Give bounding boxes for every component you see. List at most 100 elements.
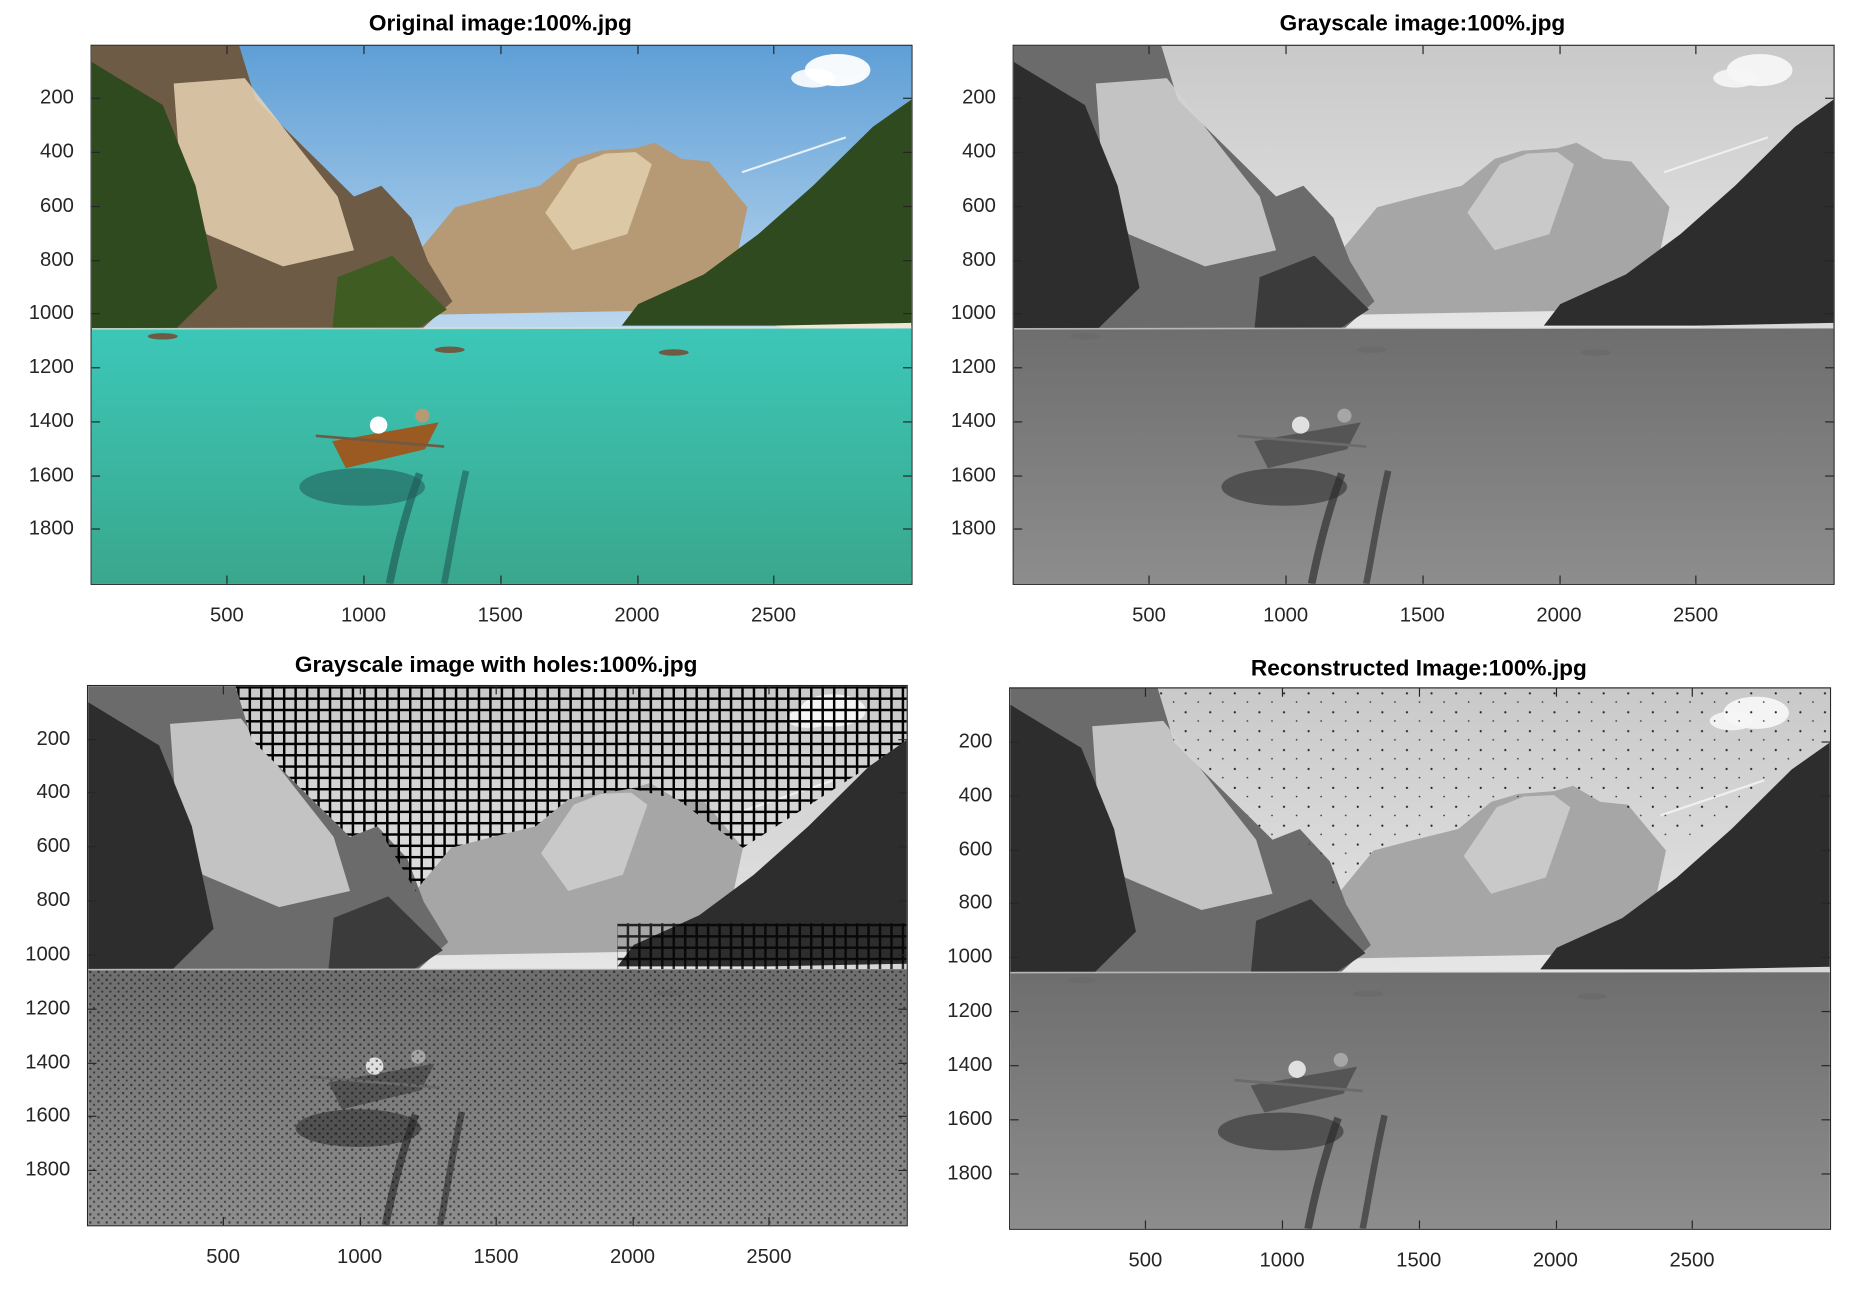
x-tick-mark	[1695, 45, 1697, 55]
x-tick-label: 2500	[746, 1245, 792, 1268]
subplot-original: Original image:100%.jpg 500 1000 1500 2000 2…	[0, 0, 934, 647]
x-tick-mark	[773, 575, 775, 584]
subplot-grayscale: Grayscale image:100%.jpg 500 1000 1500 2000…	[0, 0, 1868, 647]
x-tick-mark	[773, 45, 775, 55]
x-tick-mark	[223, 1216, 225, 1226]
y-tick-mark	[1013, 98, 1023, 100]
y-tick-mark	[88, 1062, 97, 1064]
waterline	[91, 326, 912, 330]
y-tick-mark	[88, 1008, 97, 1010]
wake-trail	[1363, 470, 1392, 584]
x-tick-label: 1500	[1396, 1248, 1442, 1272]
x-tick-mark	[1692, 688, 1694, 697]
y-tick-mark	[1821, 795, 1830, 797]
y-tick-mark	[1825, 259, 1834, 261]
y-tick-label: 200	[36, 726, 71, 750]
lake	[1013, 328, 1834, 584]
y-tick-label: 1400	[25, 1050, 71, 1073]
mountain-highlight	[541, 792, 648, 891]
y-tick-mark	[1013, 528, 1023, 530]
forest-left	[1013, 62, 1140, 331]
y-tick-label: 1600	[950, 463, 996, 486]
y-tick-mark	[88, 900, 97, 902]
y-tick-mark	[91, 98, 101, 100]
y-tick-mark	[898, 1116, 907, 1118]
y-tick-label: 1200	[950, 355, 996, 378]
y-tick-label: 200	[962, 86, 996, 109]
y-tick-mark	[1010, 1173, 1019, 1175]
y-tick-mark	[903, 474, 912, 477]
boat-shadow	[299, 468, 426, 506]
forest-left	[88, 702, 214, 972]
rower	[1288, 1060, 1306, 1078]
x-tick-mark	[226, 575, 229, 584]
x-tick-mark	[768, 686, 771, 695]
x-tick-mark	[1145, 1220, 1147, 1229]
y-tick-mark	[1010, 903, 1019, 905]
y-tick-label: 400	[958, 783, 993, 806]
x-tick-mark	[1422, 575, 1424, 584]
boat-shadow	[1221, 468, 1348, 506]
y-tick-mark	[88, 792, 97, 794]
forest-lower	[328, 896, 443, 972]
plot-area	[1012, 44, 1835, 585]
x-tick-label: 2000	[1536, 603, 1582, 627]
x-tick-label: 2000	[614, 603, 660, 627]
subplot-title: Grayscale image:100%.jpg	[1279, 11, 1566, 37]
x-tick-mark	[500, 575, 502, 584]
y-tick-label: 800	[962, 247, 996, 271]
contrail	[1663, 136, 1769, 174]
x-tick-label: 2000	[1532, 1248, 1578, 1272]
y-tick-mark	[1010, 1065, 1019, 1067]
y-tick-label: 400	[40, 140, 74, 163]
y-tick-label: 1800	[947, 1161, 993, 1185]
cliff-face	[1092, 720, 1273, 910]
boat-shadow	[1217, 1112, 1344, 1151]
y-tick-mark	[88, 954, 97, 956]
y-tick-mark	[903, 421, 912, 423]
y-tick-mark	[1821, 1065, 1830, 1067]
forest-right	[1543, 99, 1834, 326]
y-tick-mark	[91, 152, 101, 154]
rower	[1291, 416, 1310, 434]
wake-trail	[1359, 1114, 1388, 1229]
y-tick-mark	[88, 1170, 97, 1172]
image-plot	[91, 45, 912, 584]
subplot-holes: Grayscale image with holes:100%.jpg 500 1…	[25, 653, 908, 1268]
y-tick-mark	[898, 846, 907, 848]
image-plot	[88, 686, 907, 1226]
forest-left	[1010, 704, 1136, 975]
passenger	[1333, 1052, 1348, 1067]
distant-boat	[1356, 346, 1387, 354]
y-tick-mark	[91, 474, 101, 477]
mountain-highlight	[545, 152, 652, 251]
y-tick-mark	[898, 1008, 907, 1010]
y-tick-mark	[88, 846, 97, 848]
x-tick-mark	[636, 45, 639, 55]
y-tick-mark	[91, 421, 101, 423]
x-tick-label: 500	[210, 603, 244, 627]
y-tick-mark	[903, 259, 912, 261]
x-tick-label: 1500	[477, 603, 523, 627]
wake-trail	[440, 470, 470, 584]
contrail	[741, 136, 847, 174]
y-tick-label: 1000	[28, 301, 74, 325]
oar	[1237, 434, 1367, 448]
y-tick-mark	[91, 367, 101, 369]
y-tick-label: 200	[40, 86, 74, 109]
y-tick-mark	[903, 528, 912, 530]
y-tick-label: 1400	[947, 1053, 993, 1076]
x-tick-mark	[636, 575, 639, 584]
distant-boat	[1066, 976, 1097, 984]
distant-boat	[658, 349, 689, 356]
x-tick-mark	[1695, 575, 1697, 584]
distant-boat	[434, 346, 465, 354]
x-tick-label: 2500	[1669, 1248, 1715, 1272]
forest-lower	[332, 255, 447, 331]
x-tick-mark	[1418, 1220, 1420, 1229]
y-tick-mark	[1010, 1119, 1019, 1121]
forest-right	[617, 740, 907, 967]
x-tick-mark	[1692, 1220, 1694, 1229]
y-tick-mark	[898, 792, 907, 794]
